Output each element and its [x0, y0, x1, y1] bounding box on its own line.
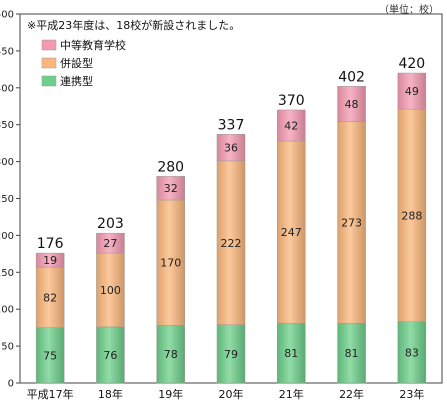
x-tick-label: 21年 [279, 387, 304, 401]
bar-total-label: 370 [278, 93, 305, 109]
unit-label: （単位：校） [379, 5, 439, 16]
bar-value-label: 49 [405, 85, 419, 98]
bar-value-label: 32 [164, 182, 178, 195]
y-tick-label: 250 [0, 194, 14, 205]
y-tick-label: 150 [0, 268, 14, 279]
bar-value-label: 27 [103, 237, 117, 250]
legend-label: 併設型 [60, 56, 93, 70]
bar-segment [35, 252, 65, 268]
bar-segment [277, 109, 306, 142]
bar-value-label: 273 [341, 216, 362, 229]
bar-value-label: 78 [164, 348, 178, 361]
bar-value-label: 170 [160, 257, 181, 270]
bar-total-label: 337 [218, 117, 245, 133]
bar-value-label: 48 [345, 98, 359, 111]
bar-value-label: 81 [284, 347, 298, 360]
bar-segment [277, 140, 306, 324]
y-tick-label: 50 [1, 342, 14, 353]
legend-swatch [41, 39, 57, 51]
x-tick-label: 平成17年 [27, 387, 74, 401]
bar-value-label: 247 [281, 226, 302, 239]
x-tick-label: 23年 [399, 387, 424, 401]
bar-segment [156, 325, 185, 384]
bar-total-label: 420 [398, 56, 425, 72]
bar-value-label: 42 [284, 119, 298, 132]
bar-segment [96, 326, 125, 384]
bar-total-label: 402 [338, 69, 365, 85]
bar-segment [96, 232, 125, 254]
bar-segment [337, 121, 366, 324]
bar-value-label: 82 [43, 291, 57, 304]
x-tick-label: 18年 [98, 387, 123, 401]
bar-segment [35, 266, 65, 328]
chart-note: ※平成23年度は、18校が新設されました。 [27, 18, 240, 32]
legend-label: 中等教育学校 [60, 38, 126, 52]
y-tick-label: 300 [0, 157, 14, 168]
y-tick-label: 350 [0, 120, 14, 131]
y-tick-label: 450 [0, 46, 14, 57]
bar-segment [216, 324, 246, 384]
bar-segment [35, 327, 65, 384]
y-tick-label: 0 [8, 379, 14, 390]
bar-segment [216, 160, 246, 325]
y-tick-label: 100 [0, 305, 14, 316]
bar-value-label: 36 [224, 142, 238, 155]
bar-value-label: 222 [221, 237, 242, 250]
x-tick-label: 22年 [339, 387, 364, 401]
bar-segment [156, 199, 185, 326]
bar-value-label: 83 [405, 346, 419, 359]
bar-segment [397, 108, 427, 322]
legend-swatch [41, 57, 57, 69]
bar-total-label: 280 [157, 159, 184, 175]
bar-segment [397, 72, 427, 110]
bar-value-label: 81 [345, 347, 359, 360]
bar-segment [96, 252, 125, 328]
bar-value-label: 288 [401, 209, 422, 222]
bar-segment [277, 322, 306, 384]
bar-value-label: 19 [43, 254, 57, 267]
bar-value-label: 79 [224, 348, 238, 361]
bar-segment [216, 134, 246, 162]
bar-value-label: 75 [43, 349, 57, 362]
bar-total-label: 203 [97, 216, 124, 232]
y-tick-label: 500 [0, 10, 14, 21]
bar-segment [156, 176, 185, 201]
y-tick-label: 200 [0, 231, 14, 242]
bar-total-label: 176 [37, 236, 64, 252]
x-tick-label: 20年 [219, 387, 244, 401]
bar-segment [337, 86, 366, 122]
legend-label: 連携型 [60, 74, 93, 88]
x-tick-label: 19年 [158, 387, 183, 401]
legend-swatch [41, 75, 57, 87]
bar-segment [337, 322, 366, 384]
y-tick-label: 400 [0, 83, 14, 94]
bar-value-label: 76 [103, 349, 117, 362]
bar-value-label: 100 [100, 284, 121, 297]
